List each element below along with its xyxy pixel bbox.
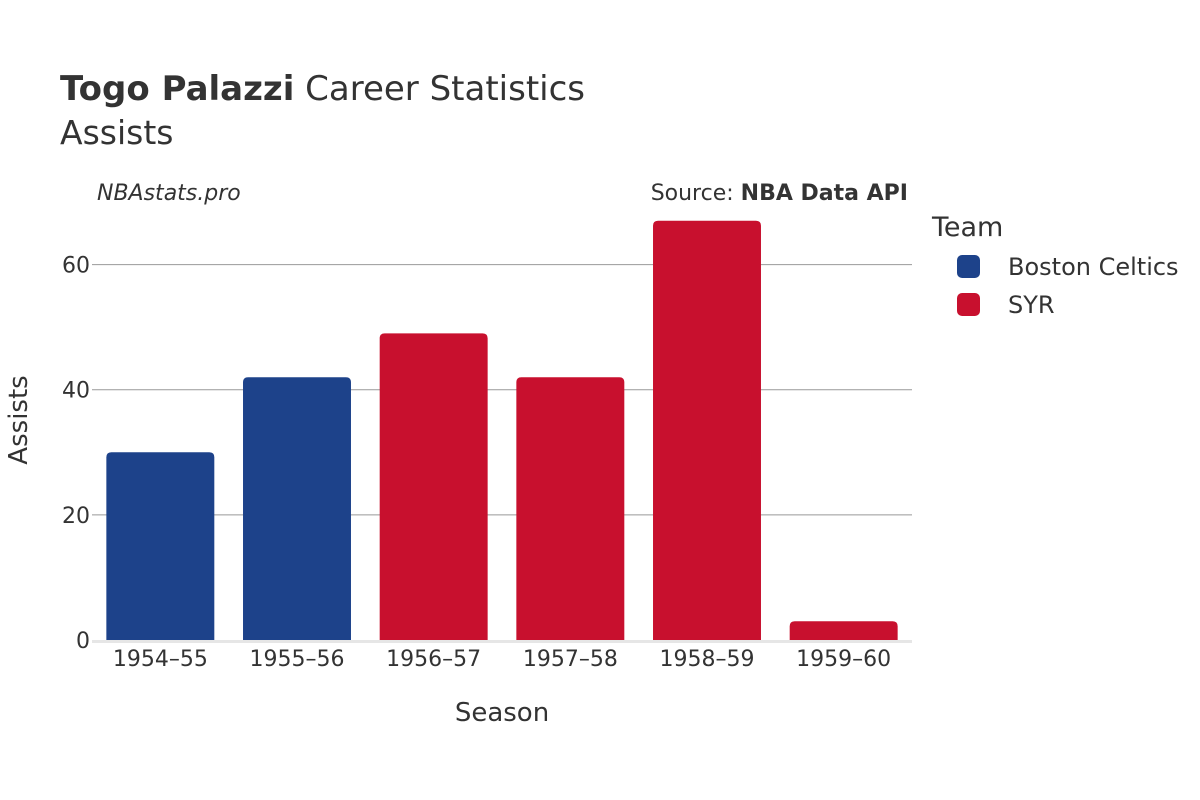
x-tick-label: 1955–56 xyxy=(250,647,345,672)
legend: Boston Celtics SYR xyxy=(957,253,1179,319)
y-tick-label: 40 xyxy=(62,379,90,404)
y-tick-label: 60 xyxy=(62,254,90,279)
bar-1959–60 xyxy=(789,621,898,640)
watermark: NBAstats.pro xyxy=(97,181,241,206)
bars xyxy=(106,220,898,640)
y-tick-label: 0 xyxy=(76,629,90,654)
bar-1955–56 xyxy=(243,377,351,640)
y-tick-label: 20 xyxy=(62,504,90,529)
source-prefix: Source: xyxy=(651,181,741,206)
source-name: NBA Data API xyxy=(741,181,908,206)
legend-item-label: SYR xyxy=(1008,291,1055,319)
x-tick-label: 1957–58 xyxy=(523,647,618,672)
x-tick-label: 1954–55 xyxy=(113,647,208,672)
chart-subtitle: Assists xyxy=(60,113,173,152)
legend-item-label: Boston Celtics xyxy=(1008,253,1179,281)
bar-1956–57 xyxy=(379,333,488,640)
x-axis-label: Season xyxy=(455,698,549,728)
source-label: Source: NBA Data API xyxy=(651,181,908,206)
y-axis-label: Assists xyxy=(4,375,34,464)
bar-1957–58 xyxy=(516,377,625,640)
x-tick-labels: 1954–55 1955–56 1956–57 1957–58 1958–59 1959–… xyxy=(113,647,891,672)
legend-swatch xyxy=(957,293,980,316)
bar-1958–59 xyxy=(653,220,761,640)
y-tick-labels: 0 20 40 60 xyxy=(62,254,90,654)
legend-title: Team xyxy=(931,212,1003,243)
legend-swatch xyxy=(957,255,980,278)
x-tick-label: 1958–59 xyxy=(660,647,755,672)
chart-title-rest: Career Statistics xyxy=(294,69,585,109)
x-tick-label: 1959–60 xyxy=(796,647,891,672)
grid-lines xyxy=(92,264,912,643)
x-tick-label: 1956–57 xyxy=(386,647,481,672)
bar-1954–55 xyxy=(106,452,215,640)
chart-title: Togo Palazzi Career Statistics xyxy=(60,69,585,109)
chart-title-name: Togo Palazzi xyxy=(60,69,294,109)
